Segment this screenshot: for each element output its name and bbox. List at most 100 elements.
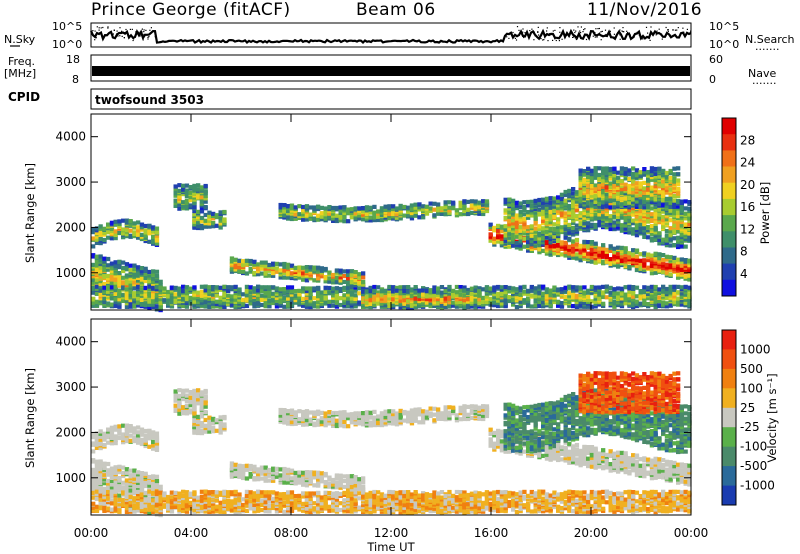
power-cell	[391, 285, 396, 290]
power-cell	[233, 265, 238, 270]
power-cell	[578, 168, 583, 173]
power-cell	[241, 297, 246, 303]
power-cell	[683, 227, 688, 232]
power-cell	[128, 219, 133, 224]
power-cell	[507, 210, 512, 215]
power-cell	[511, 296, 516, 301]
power-cell	[511, 239, 516, 245]
power-cell	[649, 256, 655, 261]
power-cell	[334, 286, 340, 291]
power-cell	[642, 167, 647, 172]
velocity-cell	[113, 469, 118, 474]
power-cell	[391, 209, 396, 214]
power-cell	[211, 285, 216, 290]
power-cell	[102, 296, 107, 301]
power-cell	[634, 301, 640, 306]
power-cell	[642, 228, 647, 233]
power-cell	[428, 208, 433, 213]
power-cell	[653, 265, 658, 270]
power-cell	[589, 299, 595, 304]
power-cell	[499, 234, 505, 239]
power-cell	[582, 196, 587, 201]
power-cell	[226, 285, 231, 290]
power-cell	[428, 288, 433, 293]
power-cell	[409, 210, 415, 215]
power-cell	[91, 244, 96, 249]
power-cell	[589, 198, 595, 203]
power-cell	[147, 302, 152, 307]
nsky-point	[123, 37, 125, 39]
nsky-point	[537, 31, 539, 33]
power-cell	[541, 284, 546, 289]
power-cell	[492, 295, 497, 300]
power-cell	[447, 210, 452, 215]
power-cell	[616, 178, 621, 183]
power-cell	[424, 289, 430, 294]
power-cell	[327, 303, 332, 308]
nsky-point	[585, 38, 588, 41]
nsky-point	[119, 35, 121, 37]
power-cell	[462, 288, 467, 293]
power-cell	[278, 297, 283, 302]
power-cell	[608, 218, 613, 223]
power-cell	[466, 199, 471, 204]
power-cell	[462, 205, 467, 211]
power-cell	[664, 257, 670, 262]
power-cell	[623, 253, 628, 258]
power-cell	[259, 297, 265, 302]
power-cell	[454, 210, 460, 215]
power-cell	[556, 228, 561, 233]
nsky-point	[143, 31, 145, 33]
power-cell	[151, 285, 156, 290]
power-cell	[582, 200, 587, 205]
power-cell	[574, 247, 580, 252]
power-cell	[466, 287, 471, 293]
power-cell	[619, 190, 625, 195]
power-cell	[117, 230, 122, 236]
power-cell	[679, 199, 684, 204]
velocity-cell	[106, 478, 111, 484]
power-cell	[132, 296, 137, 301]
power-cell	[664, 286, 670, 292]
power-cell	[619, 286, 625, 291]
power-cell	[653, 174, 658, 179]
power-cell	[316, 206, 321, 212]
nsky-point	[543, 39, 545, 41]
power-cell	[657, 199, 662, 204]
power-cell	[612, 287, 617, 292]
power-cell	[616, 245, 621, 250]
power-cell	[548, 205, 553, 210]
power-cell	[529, 284, 534, 290]
power-cell	[582, 251, 587, 257]
power-cell	[616, 217, 621, 222]
power-cell	[211, 296, 216, 301]
velocity-cell	[102, 501, 107, 506]
velocity-cell	[106, 506, 111, 511]
power-cell	[319, 214, 324, 219]
power-cell	[567, 203, 572, 209]
nsky-point	[613, 36, 615, 38]
power-cell	[121, 297, 126, 302]
power-cell	[181, 200, 186, 205]
cpid-label: CPID	[8, 90, 40, 104]
power-cell	[642, 205, 647, 210]
power-cell	[642, 186, 647, 191]
power-cell	[507, 289, 512, 294]
power-cell	[289, 271, 295, 276]
power-cell	[582, 182, 587, 187]
power-cell	[503, 210, 508, 215]
power-cell	[398, 285, 403, 290]
nsky-point	[556, 37, 558, 39]
power-cell	[327, 279, 332, 284]
power-cell	[668, 293, 673, 298]
power-cell	[233, 303, 238, 308]
power-cell	[151, 302, 156, 307]
power-cell	[214, 223, 219, 228]
power-cell	[244, 258, 250, 263]
power-cell	[304, 286, 310, 291]
power-cell	[342, 279, 347, 284]
power-cell	[301, 286, 306, 291]
power-cell	[541, 229, 546, 235]
power-cell	[563, 285, 568, 290]
nsky-point	[619, 29, 621, 31]
